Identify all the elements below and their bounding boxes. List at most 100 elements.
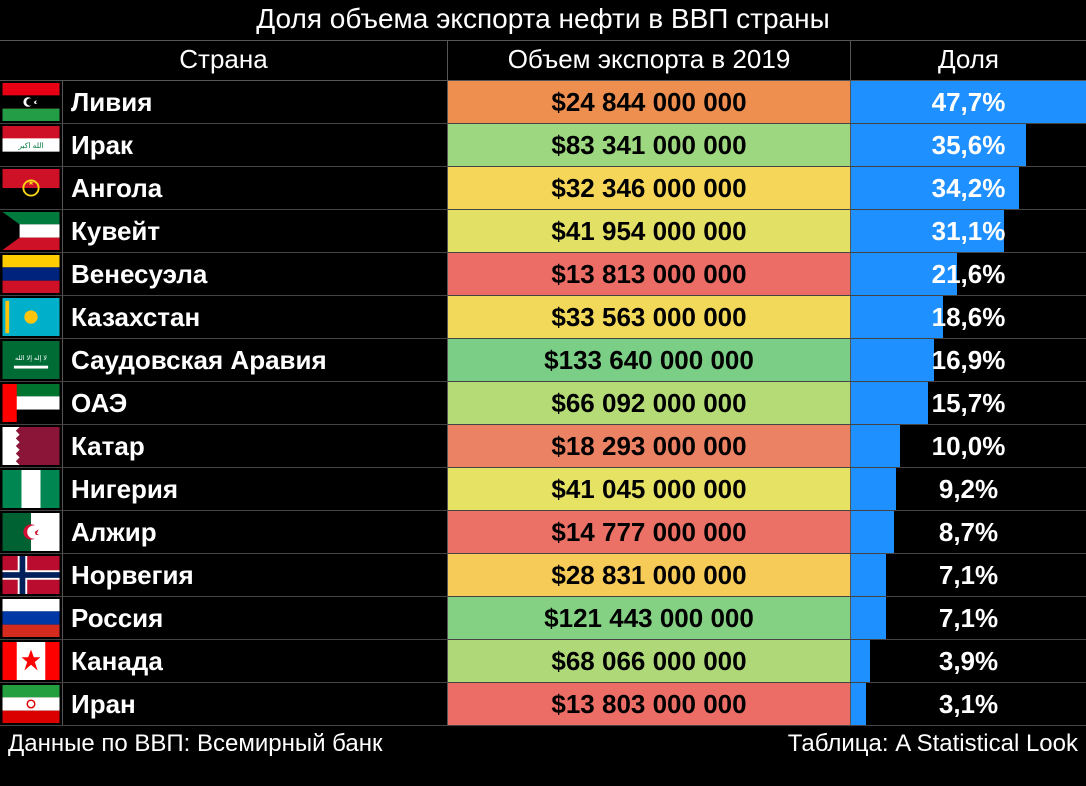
share-bar bbox=[851, 597, 886, 639]
country-name: Нигерия bbox=[63, 468, 448, 511]
table-row: لا إله إلا الله Саудовская Аравия$133 640… bbox=[0, 339, 1086, 382]
flag-icon bbox=[0, 296, 63, 339]
flag-icon bbox=[0, 640, 63, 683]
table-row: Венесуэла$13 813 000 000 21,6% bbox=[0, 253, 1086, 296]
export-volume: $41 045 000 000 bbox=[448, 468, 851, 511]
table-row: الله اكبر Ирак$83 341 000 000 35,6% bbox=[0, 124, 1086, 167]
table-row: Ангола$32 346 000 00034,2% bbox=[0, 167, 1086, 210]
export-volume: $18 293 000 000 bbox=[448, 425, 851, 468]
country-name: Казахстан bbox=[63, 296, 448, 339]
flag-icon bbox=[0, 167, 63, 210]
share-cell: 7,1% bbox=[851, 554, 1086, 597]
share-cell: 9,2% bbox=[851, 468, 1086, 511]
share-value: 7,1% bbox=[939, 560, 998, 590]
export-volume: $24 844 000 000 bbox=[448, 81, 851, 124]
export-volume: $133 640 000 000 bbox=[448, 339, 851, 382]
svg-text:لا إله إلا الله: لا إله إلا الله bbox=[15, 354, 47, 362]
share-value: 31,1% bbox=[932, 216, 1006, 246]
share-cell: 31,1% bbox=[851, 210, 1086, 253]
country-name: Ливия bbox=[63, 81, 448, 124]
table-row: Казахстан$33 563 000 000 18,6% bbox=[0, 296, 1086, 339]
share-value: 3,9% bbox=[939, 646, 998, 676]
export-volume: $83 341 000 000 bbox=[448, 124, 851, 167]
country-name: Ангола bbox=[63, 167, 448, 210]
footer-left: Данные по ВВП: Всемирный банк bbox=[0, 726, 448, 763]
share-value: 10,0% bbox=[932, 431, 1006, 461]
table-row: Алжир$14 777 000 000 8,7% bbox=[0, 511, 1086, 554]
share-cell: 8,7% bbox=[851, 511, 1086, 554]
share-value: 34,2% bbox=[932, 173, 1006, 203]
table-row: ОАЭ$66 092 000 000 15,7% bbox=[0, 382, 1086, 425]
share-value: 8,7% bbox=[939, 517, 998, 547]
header-row: Страна Объем экспорта в 2019 Доля bbox=[0, 41, 1086, 81]
share-bar bbox=[851, 339, 934, 381]
table-row: Ливия$24 844 000 000 47,7% bbox=[0, 81, 1086, 124]
share-cell: 10,0% bbox=[851, 425, 1086, 468]
share-value: 3,1% bbox=[939, 689, 998, 719]
share-bar bbox=[851, 511, 894, 553]
share-cell: 16,9% bbox=[851, 339, 1086, 382]
table-row: Норвегия$28 831 000 000 7,1% bbox=[0, 554, 1086, 597]
header-volume: Объем экспорта в 2019 bbox=[448, 41, 851, 81]
share-cell: 47,7% bbox=[851, 81, 1086, 124]
export-volume: $121 443 000 000 bbox=[448, 597, 851, 640]
title-row: Доля объема экспорта нефти в ВВП страны bbox=[0, 0, 1086, 41]
export-volume: $13 813 000 000 bbox=[448, 253, 851, 296]
share-bar bbox=[851, 468, 896, 510]
share-cell: 35,6% bbox=[851, 124, 1086, 167]
footer-right: Таблица: A Statistical Look bbox=[448, 726, 1086, 763]
country-name: Иран bbox=[63, 683, 448, 726]
country-name: Саудовская Аравия bbox=[63, 339, 448, 382]
flag-icon bbox=[0, 597, 63, 640]
share-bar bbox=[851, 554, 886, 596]
export-volume: $33 563 000 000 bbox=[448, 296, 851, 339]
share-cell: 18,6% bbox=[851, 296, 1086, 339]
country-name: Алжир bbox=[63, 511, 448, 554]
flag-icon bbox=[0, 210, 63, 253]
country-name: ОАЭ bbox=[63, 382, 448, 425]
header-country: Страна bbox=[0, 41, 448, 81]
svg-text:الله اكبر: الله اكبر bbox=[17, 141, 43, 150]
export-volume: $66 092 000 000 bbox=[448, 382, 851, 425]
export-volume: $14 777 000 000 bbox=[448, 511, 851, 554]
share-bar bbox=[851, 683, 866, 725]
table-row: Россия$121 443 000 0007,1% bbox=[0, 597, 1086, 640]
share-cell: 15,7% bbox=[851, 382, 1086, 425]
export-volume: $28 831 000 000 bbox=[448, 554, 851, 597]
flag-icon bbox=[0, 382, 63, 425]
share-value: 47,7% bbox=[932, 87, 1006, 117]
country-name: Катар bbox=[63, 425, 448, 468]
share-bar bbox=[851, 640, 870, 682]
share-value: 16,9% bbox=[932, 345, 1006, 375]
table-title: Доля объема экспорта нефти в ВВП страны bbox=[0, 0, 1086, 41]
export-volume: $41 954 000 000 bbox=[448, 210, 851, 253]
share-cell: 3,1% bbox=[851, 683, 1086, 726]
share-value: 15,7% bbox=[932, 388, 1006, 418]
share-value: 9,2% bbox=[939, 474, 998, 504]
flag-icon bbox=[0, 253, 63, 296]
country-name: Канада bbox=[63, 640, 448, 683]
country-name: Норвегия bbox=[63, 554, 448, 597]
share-value: 35,6% bbox=[932, 130, 1006, 160]
flag-icon: الله اكبر bbox=[0, 124, 63, 167]
table-row: Катар$18 293 000 000 10,0% bbox=[0, 425, 1086, 468]
share-value: 18,6% bbox=[932, 302, 1006, 332]
export-volume: $13 803 000 000 bbox=[448, 683, 851, 726]
share-value: 7,1% bbox=[939, 603, 998, 633]
table-row: Кувейт$41 954 000 000 31,1% bbox=[0, 210, 1086, 253]
table-row: Канада$68 066 000 000 3,9% bbox=[0, 640, 1086, 683]
header-share: Доля bbox=[851, 41, 1086, 81]
footer-row: Данные по ВВП: Всемирный банк Таблица: A… bbox=[0, 726, 1086, 763]
share-bar bbox=[851, 296, 943, 338]
oil-export-table: Доля объема экспорта нефти в ВВП страны … bbox=[0, 0, 1086, 762]
flag-icon bbox=[0, 468, 63, 511]
country-name: Венесуэла bbox=[63, 253, 448, 296]
flag-icon: لا إله إلا الله bbox=[0, 339, 63, 382]
flag-icon bbox=[0, 81, 63, 124]
export-volume: $68 066 000 000 bbox=[448, 640, 851, 683]
share-cell: 21,6% bbox=[851, 253, 1086, 296]
country-name: Ирак bbox=[63, 124, 448, 167]
share-value: 21,6% bbox=[932, 259, 1006, 289]
country-name: Кувейт bbox=[63, 210, 448, 253]
flag-icon bbox=[0, 425, 63, 468]
